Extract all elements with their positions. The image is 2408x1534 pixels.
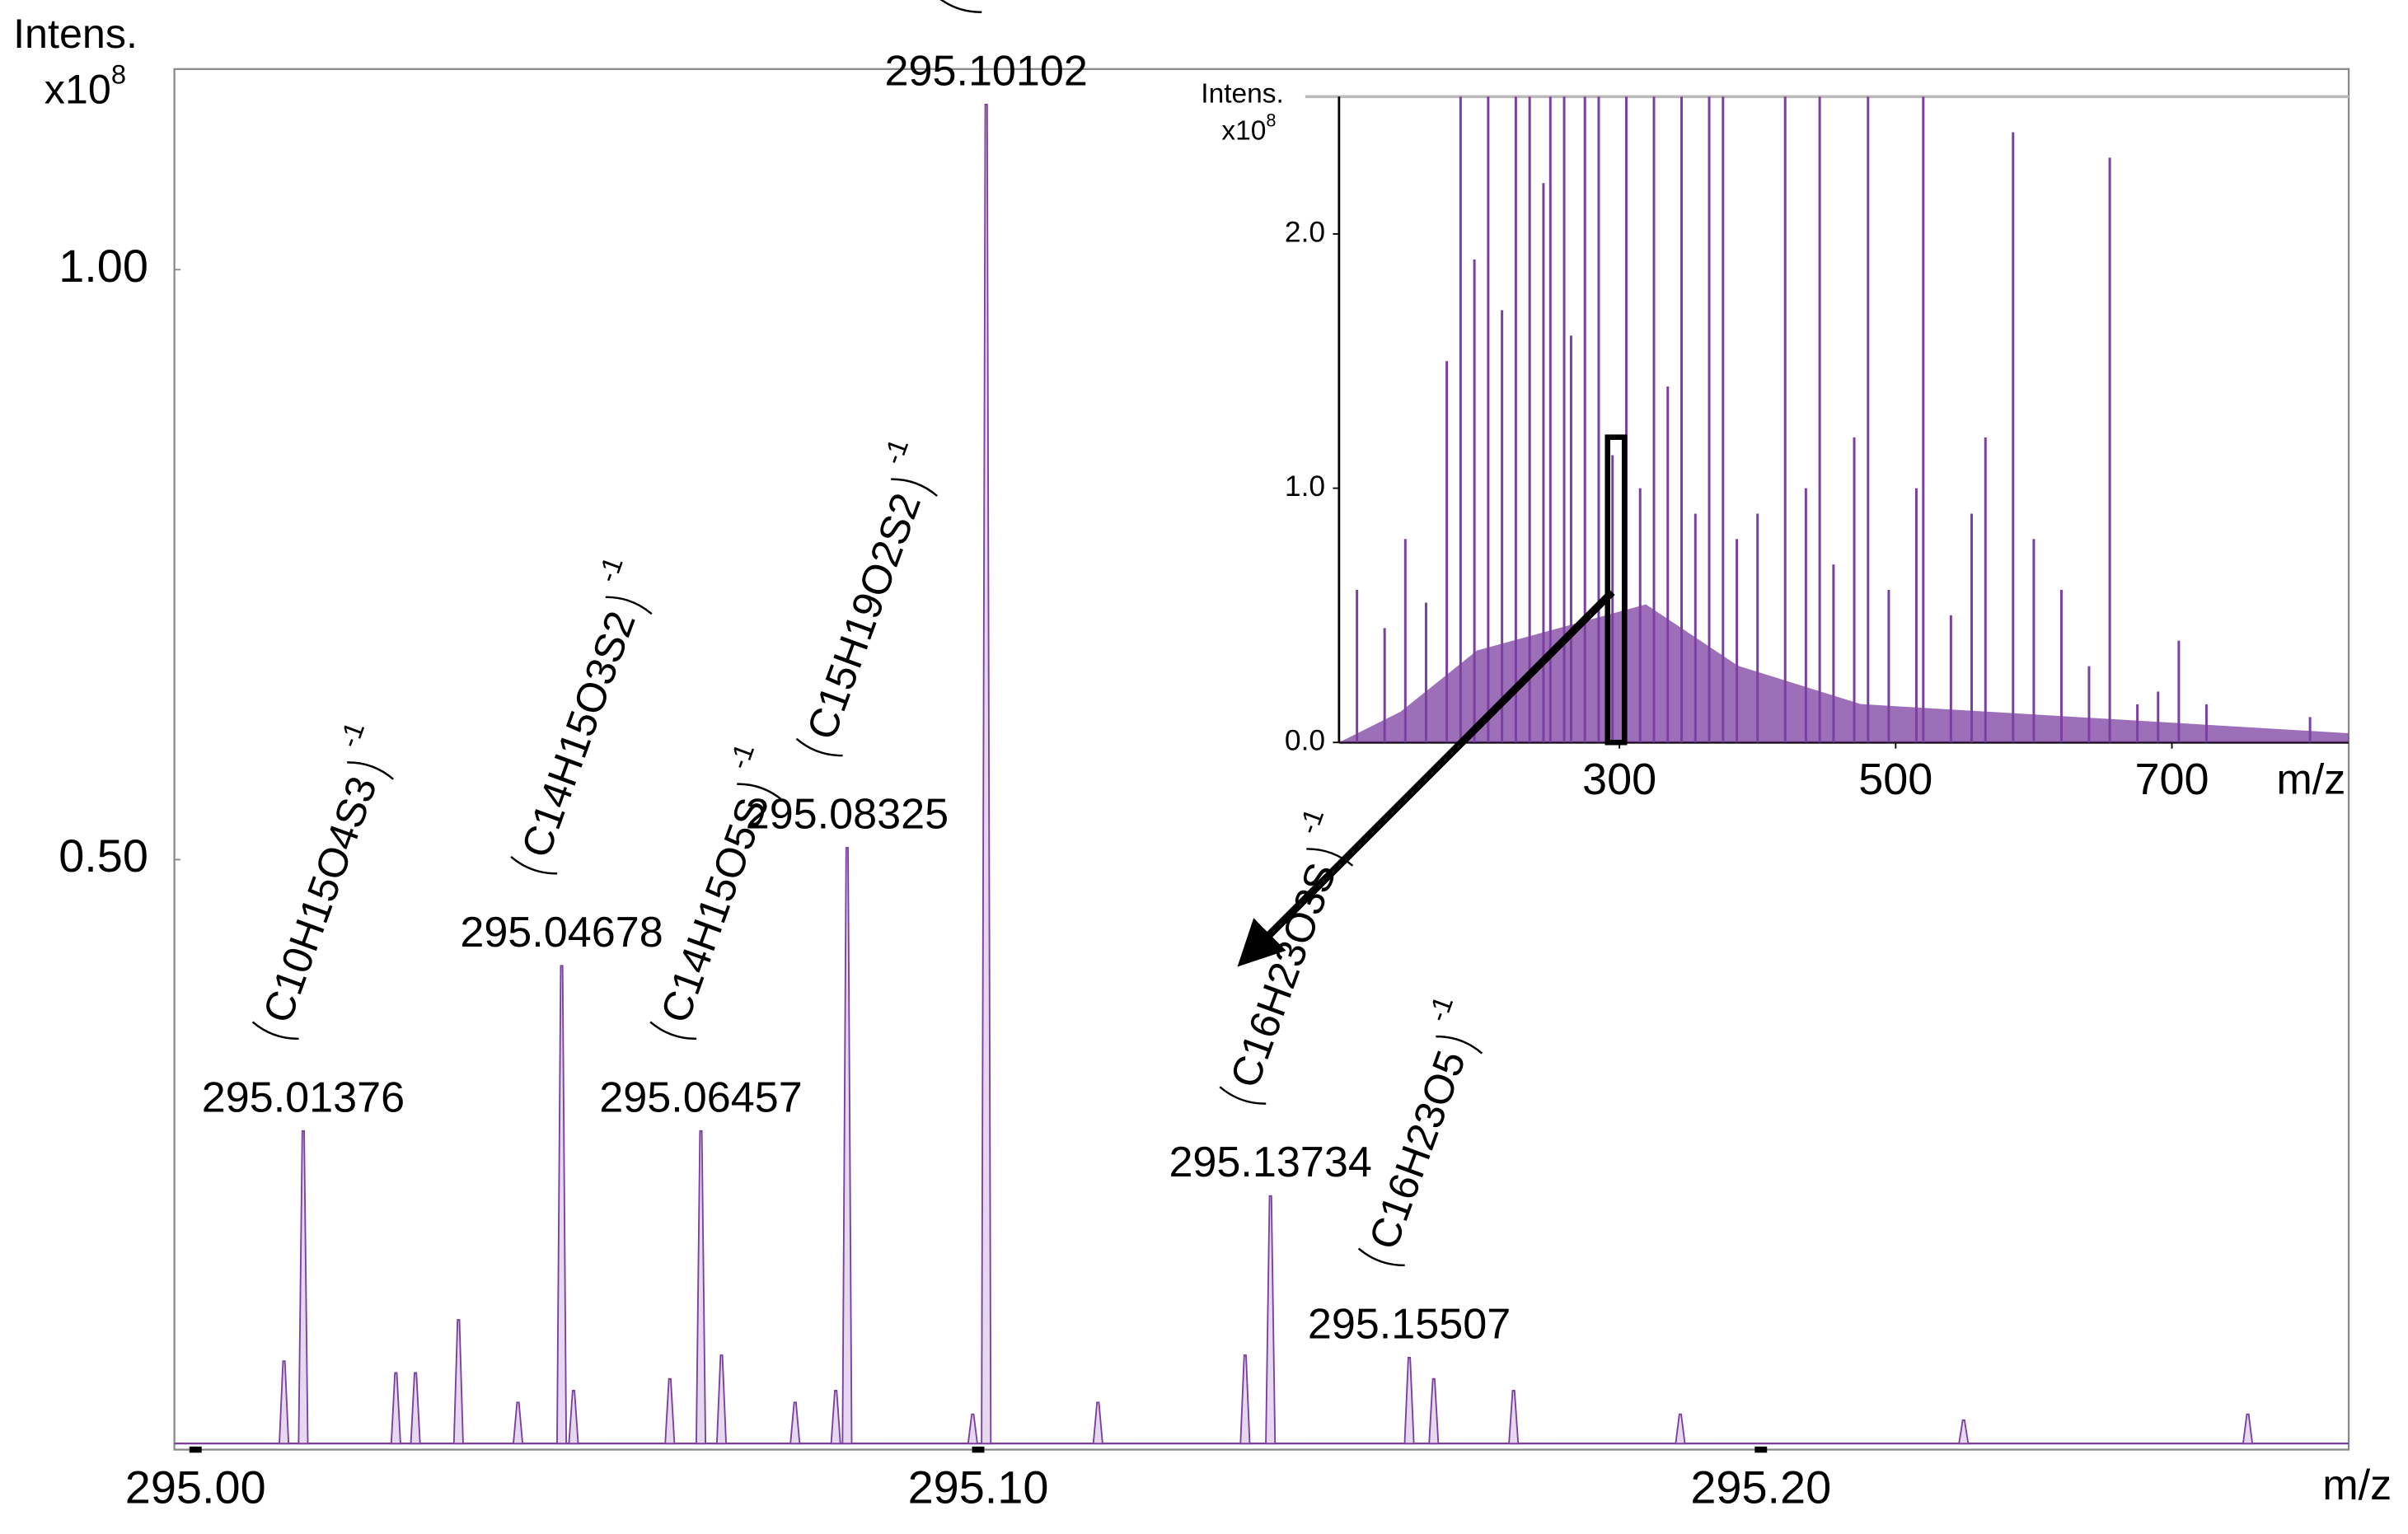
peak-mz-label: 295.06457 (599, 1073, 802, 1121)
peak-mz-label: 295.13734 (1169, 1139, 1371, 1186)
peak-charge: -1 (1293, 805, 1330, 839)
x-axis-label: m/z (2322, 1462, 2392, 1509)
minor-peak (279, 1360, 290, 1445)
x-tick-label: 295.10 (908, 1462, 1049, 1513)
peak-mz-label: 295.10102 (884, 47, 1087, 95)
x-tick-label: 295.20 (1690, 1462, 1831, 1513)
minor-peak (830, 1390, 841, 1445)
peak (981, 103, 992, 1445)
peak-charge: -1 (334, 718, 371, 752)
y-tick-label: 0.50 (59, 830, 148, 882)
bracket (605, 596, 653, 615)
plot-frame (173, 68, 2350, 1451)
bracket (251, 1021, 299, 1041)
y-tick-label: 0.0 (1285, 725, 1325, 757)
peak-formula: C14H15O3S2 (512, 605, 644, 863)
peak-charge: -1 (878, 435, 915, 469)
zoom-arrow (1237, 589, 1615, 967)
y-multiplier: x108 (45, 58, 126, 113)
inset-envelope (1338, 604, 2349, 743)
bracket (1219, 1086, 1267, 1105)
minor-peak (1508, 1390, 1520, 1445)
peak (297, 1129, 309, 1445)
bracket (510, 856, 558, 875)
y-exponent: 8 (1266, 110, 1276, 130)
y-multiplier-base: x10 (45, 66, 111, 113)
bracket (1436, 1035, 1483, 1055)
minor-peak (1239, 1354, 1251, 1445)
peak (556, 965, 568, 1445)
minor-peak (967, 1413, 979, 1445)
y-axis-label: Intens. (1201, 78, 1284, 109)
minor-peak (452, 1319, 464, 1445)
peak-charge: -1 (1422, 992, 1459, 1026)
minor-peak (1428, 1377, 1440, 1445)
minor-peak (390, 1372, 401, 1445)
bracket (347, 761, 394, 780)
formula-group: C16H23O5 -1 (1357, 992, 1483, 1267)
minor-peak (2242, 1413, 2254, 1445)
bracket (737, 783, 784, 802)
peak-formula: C15H19O4S (936, 0, 1061, 2)
x-tick-label: 700 (2134, 755, 2209, 804)
bracket (795, 737, 843, 757)
peak (1403, 1356, 1415, 1445)
minor-peak (789, 1401, 801, 1445)
x-tick-label: 500 (1858, 755, 1932, 804)
peak-mz-label: 295.08325 (746, 791, 949, 839)
minor-peak (715, 1354, 728, 1445)
x-axis-label: m/z (2276, 755, 2345, 803)
minor-peak (568, 1390, 579, 1445)
peak (695, 1129, 707, 1445)
minor-peak (1958, 1419, 1970, 1445)
bracket (935, 0, 982, 13)
bracket (1306, 848, 1354, 867)
y-tick-label: 1.00 (59, 240, 148, 292)
formula-group: C15H19O2S2 -1 (795, 435, 938, 757)
y-tick-label: 2.0 (1285, 216, 1325, 248)
inset-data (1338, 96, 2349, 743)
peak-mz-label: 295.15507 (1308, 1300, 1511, 1348)
y-tick-label: 1.0 (1285, 470, 1325, 503)
formula-group: C10H15O4S3 -1 (251, 718, 394, 1041)
peak-charge: -1 (724, 740, 761, 774)
peak-mz-label: 295.01376 (202, 1073, 405, 1121)
minor-peak (1675, 1413, 1686, 1445)
bracket (891, 478, 938, 497)
minor-peak (512, 1401, 524, 1445)
formula-group: C16H23O3S -1 (1219, 805, 1354, 1105)
x-tick-label: 300 (1582, 755, 1656, 804)
formula-group: C14H15O5S-1 (649, 740, 784, 1041)
minor-peak (1092, 1401, 1103, 1445)
minor-peak (664, 1377, 676, 1445)
peak-formula: C16H23O3S (1220, 857, 1345, 1093)
peak (1265, 1195, 1277, 1445)
y-axis-label: Intens. (13, 10, 138, 57)
x-tick-label: 295.00 (125, 1462, 266, 1513)
minor-peak (410, 1372, 421, 1445)
zoom-box (1605, 434, 1628, 746)
peak (841, 847, 853, 1445)
y-multiplier: x108 (1221, 110, 1276, 147)
peak-formula: C16H23O5 (1360, 1045, 1475, 1256)
y-exponent: 8 (111, 58, 126, 89)
y-multiplier-base: x10 (1221, 116, 1266, 147)
peak-mz-label: 295.04678 (460, 909, 663, 956)
peak-formula: C10H15O4S3 (254, 770, 386, 1029)
peak-formula: C15H19O2S2 (798, 487, 930, 746)
bracket (1357, 1247, 1405, 1267)
formula-group: C15H19O4S-1 (935, 0, 1061, 13)
formula-group: C14H15O3S2 -1 (510, 553, 653, 875)
bracket (649, 1021, 697, 1041)
peak-charge: -1 (593, 553, 630, 587)
